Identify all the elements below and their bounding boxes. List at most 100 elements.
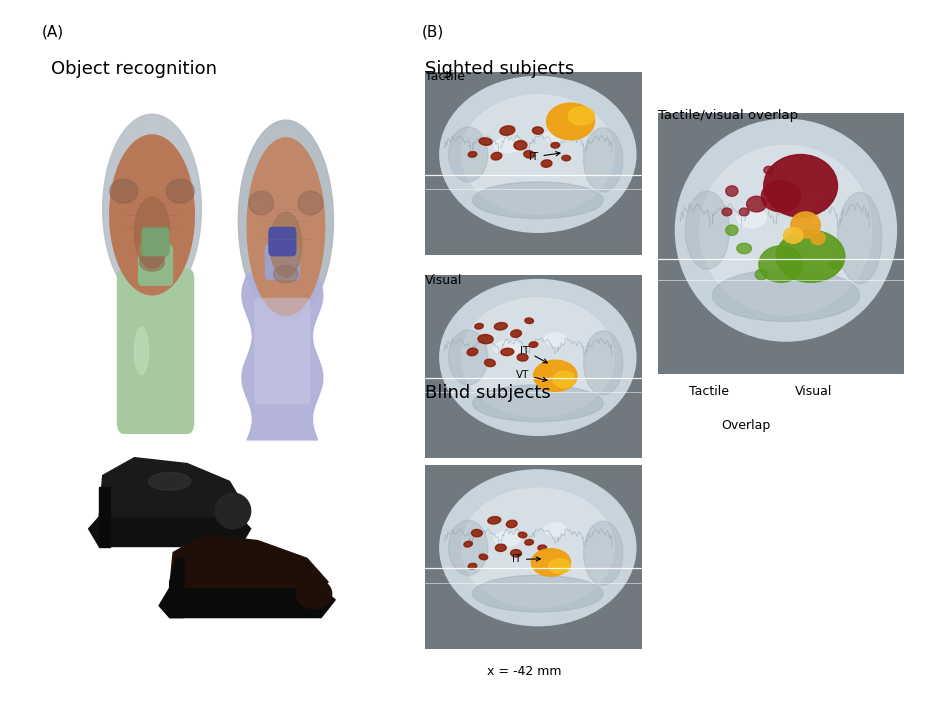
Ellipse shape [215, 493, 250, 529]
Ellipse shape [166, 179, 195, 203]
Polygon shape [242, 274, 323, 440]
Ellipse shape [494, 341, 520, 355]
Ellipse shape [525, 318, 533, 324]
Ellipse shape [764, 154, 837, 217]
Ellipse shape [501, 348, 514, 355]
Ellipse shape [549, 559, 570, 573]
Text: Object recognition: Object recognition [51, 60, 217, 78]
Ellipse shape [514, 140, 527, 150]
Ellipse shape [500, 125, 514, 135]
Ellipse shape [479, 554, 488, 560]
Ellipse shape [449, 520, 488, 575]
Ellipse shape [248, 138, 324, 316]
FancyBboxPatch shape [268, 227, 297, 257]
Ellipse shape [462, 488, 614, 607]
Polygon shape [99, 458, 244, 517]
Ellipse shape [531, 548, 570, 576]
Ellipse shape [783, 228, 803, 243]
FancyBboxPatch shape [138, 245, 173, 286]
Text: VT: VT [516, 369, 547, 381]
Ellipse shape [726, 186, 738, 196]
Ellipse shape [532, 127, 543, 134]
Ellipse shape [712, 269, 859, 321]
Text: Overlap: Overlap [721, 419, 770, 432]
Ellipse shape [109, 179, 138, 203]
Text: Tactile: Tactile [425, 70, 464, 83]
Ellipse shape [722, 208, 731, 216]
Ellipse shape [464, 541, 473, 547]
Ellipse shape [495, 544, 506, 551]
Polygon shape [170, 534, 328, 588]
Ellipse shape [544, 523, 566, 536]
Ellipse shape [134, 327, 148, 375]
Ellipse shape [473, 182, 603, 219]
Ellipse shape [524, 151, 535, 158]
Ellipse shape [794, 195, 818, 213]
Ellipse shape [468, 563, 476, 569]
Text: x = -42 mm: x = -42 mm [487, 666, 561, 678]
Ellipse shape [756, 269, 768, 280]
Ellipse shape [534, 360, 577, 391]
Ellipse shape [494, 532, 520, 546]
Ellipse shape [439, 470, 636, 626]
Ellipse shape [547, 103, 594, 140]
Ellipse shape [517, 354, 528, 361]
Text: (B): (B) [422, 25, 444, 39]
Ellipse shape [468, 152, 476, 157]
FancyBboxPatch shape [117, 268, 195, 434]
Ellipse shape [529, 342, 538, 348]
Ellipse shape [449, 127, 488, 182]
Text: Visual: Visual [425, 274, 462, 286]
Ellipse shape [776, 230, 844, 282]
Ellipse shape [511, 330, 522, 337]
Ellipse shape [475, 324, 483, 329]
Ellipse shape [270, 212, 301, 277]
Ellipse shape [676, 119, 896, 341]
Ellipse shape [238, 120, 334, 321]
Ellipse shape [553, 372, 575, 388]
Polygon shape [99, 487, 109, 546]
Ellipse shape [462, 94, 614, 214]
Text: Sighted subjects: Sighted subjects [425, 60, 574, 78]
Ellipse shape [248, 191, 273, 215]
Ellipse shape [700, 145, 872, 315]
Ellipse shape [791, 212, 820, 238]
Text: (A): (A) [42, 25, 64, 39]
Text: Visual: Visual [795, 386, 832, 398]
Ellipse shape [273, 265, 298, 283]
Ellipse shape [485, 360, 495, 367]
Ellipse shape [134, 197, 170, 268]
Ellipse shape [726, 225, 738, 235]
Ellipse shape [746, 196, 767, 212]
Ellipse shape [439, 279, 636, 436]
Ellipse shape [148, 472, 191, 490]
Ellipse shape [109, 135, 195, 295]
Polygon shape [159, 588, 336, 618]
Text: IT: IT [529, 152, 560, 162]
Ellipse shape [479, 138, 492, 145]
Ellipse shape [103, 114, 201, 304]
Ellipse shape [439, 76, 636, 233]
Ellipse shape [494, 323, 507, 330]
Ellipse shape [518, 532, 527, 538]
Ellipse shape [473, 575, 603, 612]
Ellipse shape [837, 192, 882, 283]
Ellipse shape [544, 333, 566, 345]
Ellipse shape [685, 191, 730, 269]
Polygon shape [170, 558, 184, 618]
Polygon shape [89, 517, 250, 546]
Text: Tactile/visual overlap: Tactile/visual overlap [658, 109, 798, 122]
Ellipse shape [544, 130, 566, 142]
Ellipse shape [467, 348, 477, 356]
Ellipse shape [298, 191, 323, 215]
FancyBboxPatch shape [254, 298, 311, 405]
Ellipse shape [562, 155, 570, 161]
Ellipse shape [140, 253, 164, 271]
Ellipse shape [568, 106, 594, 125]
Ellipse shape [488, 517, 501, 524]
Ellipse shape [491, 152, 502, 160]
Ellipse shape [739, 208, 749, 216]
Ellipse shape [538, 545, 547, 551]
Ellipse shape [478, 334, 493, 344]
Ellipse shape [511, 550, 522, 557]
